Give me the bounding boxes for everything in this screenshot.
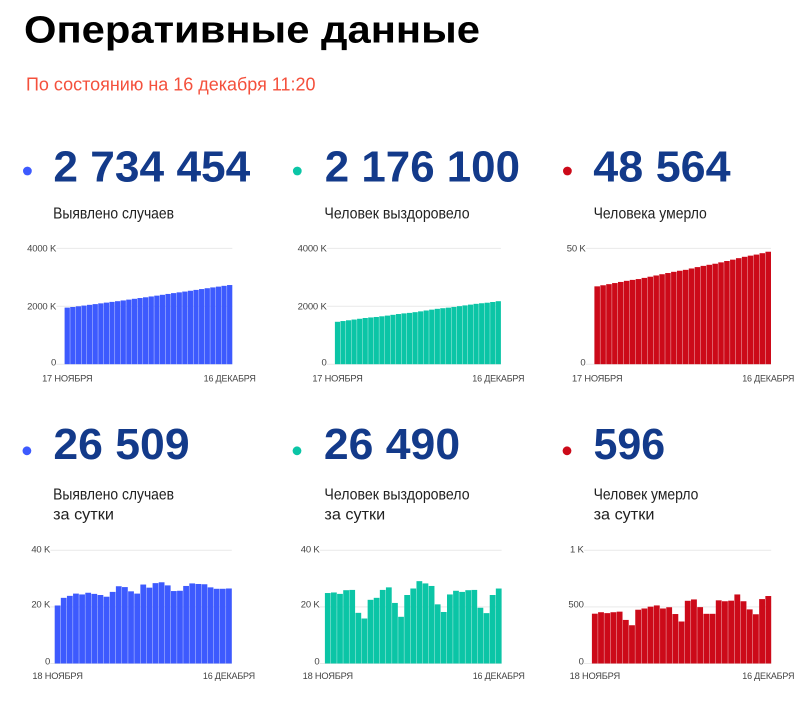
svg-text:Оперативные данные: Оперативные данные [24,10,480,52]
svg-text:Человека умерло: Человека умерло [594,205,707,222]
svg-text:Выявлено случаев: Выявлено случаев [53,205,174,222]
svg-text:17 НОЯБРЯ: 17 НОЯБРЯ [42,373,93,384]
svg-text:0: 0 [322,357,327,368]
svg-text:0: 0 [51,357,56,368]
svg-text:0: 0 [314,656,319,667]
svg-text:596: 596 [594,420,666,469]
svg-text:20 K: 20 K [301,600,321,611]
svg-text:0: 0 [580,357,585,368]
svg-text:2000 K: 2000 K [27,301,57,312]
svg-text:Человек выздоровело: Человек выздоровело [324,487,469,504]
svg-text:40 K: 40 K [31,544,51,555]
svg-text:0: 0 [579,656,584,667]
svg-text:500: 500 [568,600,583,611]
svg-text:2000 K: 2000 K [298,301,328,312]
svg-text:18 НОЯБРЯ: 18 НОЯБРЯ [32,671,83,682]
svg-text:16 ДЕКАБРЯ: 16 ДЕКАБРЯ [742,671,794,682]
svg-text:20 K: 20 K [31,600,51,611]
svg-text:Выявлено случаев: Выявлено случаев [53,487,174,504]
svg-text:18 НОЯБРЯ: 18 НОЯБРЯ [570,671,621,682]
svg-text:26 490: 26 490 [324,420,460,469]
svg-text:16 ДЕКАБРЯ: 16 ДЕКАБРЯ [203,671,255,682]
svg-text:48 564: 48 564 [593,142,731,191]
svg-text:16 ДЕКАБРЯ: 16 ДЕКАБРЯ [473,671,525,682]
svg-text:2 176 100: 2 176 100 [325,142,520,191]
svg-text:1 K: 1 K [570,544,585,555]
svg-text:0: 0 [45,656,50,667]
svg-text:17 НОЯБРЯ: 17 НОЯБРЯ [572,373,623,384]
svg-text:за сутки: за сутки [324,507,385,524]
svg-text:50 K: 50 K [567,244,587,255]
svg-text:16 ДЕКАБРЯ: 16 ДЕКАБРЯ [472,373,524,384]
svg-text:Человек умерло: Человек умерло [594,487,699,504]
svg-text:18 НОЯБРЯ: 18 НОЯБРЯ [303,671,354,682]
svg-text:40 K: 40 K [301,544,321,555]
svg-text:16 ДЕКАБРЯ: 16 ДЕКАБРЯ [742,373,794,384]
svg-text:2 734 454: 2 734 454 [53,142,250,191]
svg-text:26 509: 26 509 [53,420,189,469]
svg-text:за сутки: за сутки [53,507,114,524]
svg-text:за сутки: за сутки [594,507,655,524]
svg-text:4000 K: 4000 K [27,244,57,255]
svg-text:Человек выздоровело: Человек выздоровело [324,205,469,222]
svg-text:4000 K: 4000 K [298,244,328,255]
svg-text:16 ДЕКАБРЯ: 16 ДЕКАБРЯ [204,373,256,384]
svg-text:По состоянию на 16 декабря 11:: По состоянию на 16 декабря 11:20 [26,75,316,95]
svg-text:17 НОЯБРЯ: 17 НОЯБРЯ [312,373,363,384]
